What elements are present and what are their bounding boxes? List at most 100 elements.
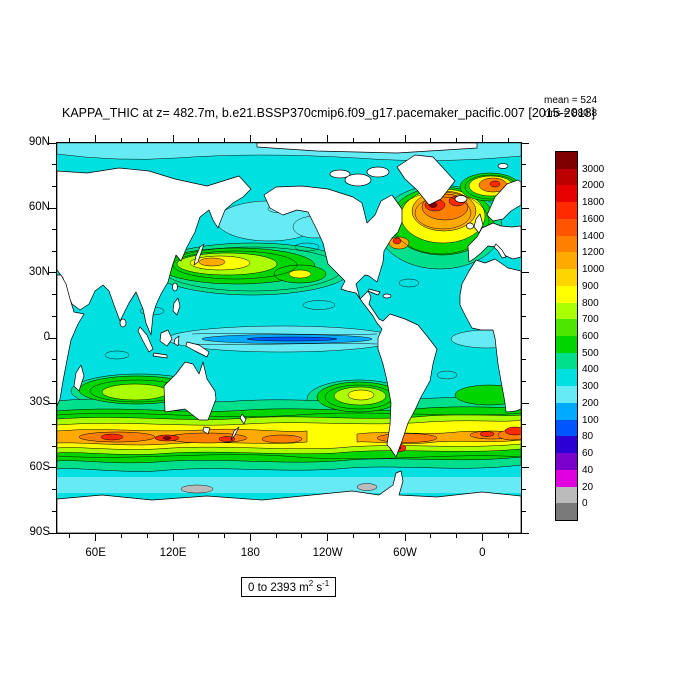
island-cuba xyxy=(367,288,381,296)
arctic-island-3 xyxy=(366,166,390,178)
colorbar-tick-label: 60 xyxy=(582,448,594,460)
axis-tick xyxy=(52,445,56,447)
island-sulawesi xyxy=(173,335,180,347)
continents xyxy=(57,143,521,533)
region-italy xyxy=(493,243,507,259)
axis-tick xyxy=(352,138,354,142)
axis-tick xyxy=(522,294,526,296)
units-range-label: 0 to 2393 m2 s-1 xyxy=(241,577,337,597)
colorbar-tick-label: 0 xyxy=(582,498,588,510)
axis-tick xyxy=(404,534,406,541)
plot-title: KAPPA_THIC at z= 482.7m, b.e21.BSSP370cm… xyxy=(62,106,596,120)
map-plot-area xyxy=(56,142,522,534)
axis-tick xyxy=(522,229,526,231)
stat-rms: rms = 880.8 xyxy=(544,108,598,119)
colorbar-tick-label: 500 xyxy=(582,347,599,359)
y-axis-tick-label: 60N xyxy=(28,201,50,213)
axis-tick xyxy=(172,135,174,142)
world-map xyxy=(57,143,521,533)
island-sumatra xyxy=(137,326,154,353)
y-axis-tick-label: 30S xyxy=(29,396,50,408)
axis-tick xyxy=(522,402,529,404)
colorbar-tick-label: 1600 xyxy=(582,213,605,225)
axis-tick xyxy=(481,135,483,142)
antarctic-gray-patches xyxy=(180,483,378,494)
axis-tick xyxy=(249,135,251,142)
island-philippines xyxy=(172,297,181,316)
units-seconds: s xyxy=(313,581,323,594)
y-axis-tick-label: 0 xyxy=(43,331,50,343)
colorbar-tick-label: 1400 xyxy=(582,230,605,242)
axis-tick xyxy=(52,185,56,187)
axis-tick xyxy=(522,359,526,361)
axis-tick xyxy=(522,207,529,209)
axis-tick xyxy=(507,138,509,142)
axis-tick xyxy=(52,294,56,296)
axis-tick xyxy=(456,534,458,538)
axis-tick xyxy=(481,534,483,541)
island-borneo xyxy=(159,329,173,347)
island-ireland xyxy=(466,222,474,230)
y-axis-tick-label: 30N xyxy=(28,265,50,278)
axis-tick xyxy=(52,380,56,382)
colorbar-tick-label: 100 xyxy=(582,414,599,426)
axis-tick xyxy=(52,229,56,231)
axis-tick xyxy=(404,135,406,142)
axis-tick xyxy=(522,380,526,382)
island-java xyxy=(152,352,168,359)
continent-greenland xyxy=(396,154,456,206)
axis-tick xyxy=(198,534,200,538)
y-axis-tick-label: 90S xyxy=(29,526,50,538)
colorbar-tick-label: 300 xyxy=(582,381,599,393)
axis-tick xyxy=(522,489,526,491)
axis-tick xyxy=(52,510,56,512)
continent-antarctica xyxy=(57,470,521,533)
colorbar-tick-label: 800 xyxy=(582,297,599,309)
axis-tick xyxy=(52,424,56,426)
region-scandinavia xyxy=(486,179,521,222)
axis-tick xyxy=(522,272,529,274)
axis-tick xyxy=(430,138,432,142)
island-new-zealand-south xyxy=(230,426,240,441)
island-iceland xyxy=(454,195,468,203)
axis-tick xyxy=(52,359,56,361)
axis-tick xyxy=(120,138,122,142)
units-range-text: 0 to 2393 m xyxy=(248,581,309,594)
axis-tick xyxy=(522,467,529,469)
colorbar-tick-label: 600 xyxy=(582,331,599,342)
x-axis-tick-label: 120E xyxy=(159,547,187,559)
axis-tick xyxy=(198,138,200,142)
axis-tick xyxy=(522,142,529,144)
axis-tick xyxy=(327,135,329,142)
island-japan xyxy=(193,243,205,266)
units-sup-minus1: -1 xyxy=(322,579,330,588)
x-axis-tick-label: 60E xyxy=(85,547,106,559)
axis-tick xyxy=(301,534,303,538)
colorbar-segment xyxy=(556,503,577,520)
continent-africa-west xyxy=(459,258,521,413)
axis-tick xyxy=(522,164,526,166)
island-new-guinea xyxy=(185,341,210,358)
colorbar-tick-label: 1000 xyxy=(582,264,605,276)
colorbar-tick-label: 3000 xyxy=(582,163,605,175)
axis-tick xyxy=(301,138,303,142)
island-new-zealand-north xyxy=(239,413,247,425)
axis-tick xyxy=(49,532,56,534)
axis-tick xyxy=(352,534,354,538)
north-pacific-gyre xyxy=(151,242,353,296)
axis-tick xyxy=(456,138,458,142)
axis-tick xyxy=(224,138,226,142)
axis-tick xyxy=(49,337,56,339)
x-axis-tick-label: 0 xyxy=(479,547,486,559)
axis-tick xyxy=(275,138,277,142)
axis-tick xyxy=(522,250,526,252)
units-sup-2: 2 xyxy=(308,579,314,588)
axis-tick xyxy=(522,337,529,339)
continent-eurasia xyxy=(57,167,252,336)
axis-tick xyxy=(95,135,97,142)
axis-tick xyxy=(49,402,56,404)
colorbar-tick-label: 2000 xyxy=(582,180,605,192)
island-great-britain xyxy=(473,213,484,234)
axis-tick xyxy=(522,510,526,512)
